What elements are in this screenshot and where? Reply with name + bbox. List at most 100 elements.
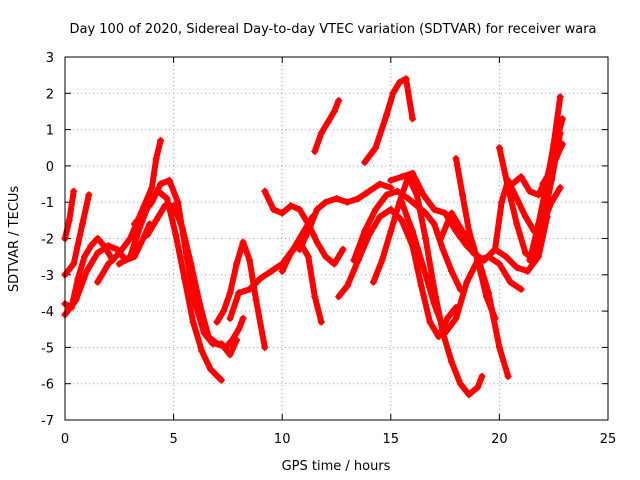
- y-tick-label: -4: [41, 305, 54, 320]
- data-point-marker: [139, 209, 147, 217]
- data-point-marker: [198, 347, 206, 355]
- series-trace: [279, 239, 325, 325]
- data-point-marker: [393, 187, 401, 195]
- series-track-13: [296, 180, 395, 253]
- data-point-marker: [178, 224, 186, 232]
- data-point-marker: [70, 187, 78, 195]
- data-point-marker: [448, 358, 456, 366]
- data-point-marker: [430, 300, 438, 308]
- data-point-marker: [498, 198, 506, 206]
- plot-frame: [64, 56, 609, 421]
- data-layer: [61, 75, 566, 399]
- data-point-marker: [322, 253, 330, 261]
- data-point-marker: [126, 235, 134, 242]
- data-point-marker: [413, 191, 421, 199]
- data-point-marker: [220, 307, 228, 315]
- data-point-marker: [278, 209, 286, 217]
- data-point-marker: [539, 180, 547, 188]
- series-trace: [62, 188, 77, 242]
- series-track-17: [361, 75, 416, 166]
- data-point-marker: [333, 195, 340, 203]
- data-point-marker: [524, 267, 532, 275]
- data-point-marker: [335, 97, 343, 105]
- data-point-marker: [157, 137, 165, 144]
- y-tick-label: -7: [41, 414, 54, 429]
- series-track-15: [335, 206, 460, 340]
- series-track-22: [452, 155, 499, 322]
- data-point-marker: [441, 329, 449, 337]
- data-point-marker: [87, 242, 95, 250]
- x-tick-label: 25: [600, 432, 617, 447]
- data-point-marker: [239, 238, 247, 246]
- data-point-marker: [311, 293, 319, 301]
- series-trace: [116, 188, 225, 384]
- data-point-marker: [491, 245, 499, 253]
- data-point-marker: [343, 282, 351, 290]
- data-point-marker: [213, 318, 221, 326]
- data-point-marker: [172, 231, 180, 239]
- y-tick-label: -5: [41, 341, 54, 356]
- data-point-marker: [317, 318, 325, 326]
- data-point-marker: [152, 155, 160, 163]
- data-point-marker: [137, 220, 145, 228]
- data-point-marker: [452, 155, 460, 163]
- data-point-marker: [474, 256, 482, 264]
- data-point-marker: [378, 256, 386, 264]
- data-point-marker: [480, 256, 488, 264]
- data-point-marker: [287, 202, 295, 210]
- series-track-12: [278, 238, 325, 326]
- data-point-marker: [246, 285, 254, 293]
- data-point-marker: [402, 75, 410, 83]
- series-trace: [398, 199, 525, 336]
- data-point-marker: [482, 293, 490, 301]
- data-point-marker: [526, 256, 534, 264]
- data-point-marker: [452, 227, 460, 235]
- data-point-marker: [437, 235, 445, 242]
- data-point-marker: [144, 231, 151, 239]
- y-tick-label: -1: [41, 196, 54, 211]
- data-point-marker: [330, 260, 338, 268]
- data-point-marker: [330, 107, 338, 115]
- data-point-marker: [558, 140, 566, 148]
- chart-title: Day 100 of 2020, Sidereal Day-to-day VTE…: [69, 22, 596, 37]
- series-track-10: [226, 213, 317, 322]
- data-point-marker: [81, 253, 88, 261]
- data-point-marker: [246, 256, 254, 264]
- data-point-marker: [389, 89, 397, 97]
- data-point-marker: [552, 155, 560, 163]
- data-point-marker: [94, 278, 102, 286]
- data-point-marker: [522, 249, 529, 257]
- series-trace: [261, 188, 346, 267]
- data-point-marker: [226, 351, 234, 359]
- data-point-marker: [463, 278, 471, 286]
- data-point-marker: [115, 249, 123, 257]
- data-point-marker: [170, 202, 178, 210]
- data-point-marker: [504, 184, 512, 192]
- data-point-marker: [72, 296, 80, 304]
- data-point-marker: [409, 227, 416, 235]
- x-tick-label: 15: [383, 432, 400, 447]
- data-point-marker: [361, 227, 369, 235]
- data-point-marker: [506, 278, 514, 286]
- data-point-marker: [304, 227, 312, 235]
- data-point-marker: [235, 325, 243, 333]
- data-point-marker: [85, 191, 93, 199]
- data-point-marker: [313, 238, 321, 246]
- series-trace: [350, 188, 464, 293]
- data-point-marker: [148, 184, 156, 192]
- data-point-marker: [104, 260, 112, 268]
- x-tick-label: 0: [61, 432, 69, 447]
- series-track-2: [61, 187, 78, 242]
- y-axis-label: SDTVAR / TECUs: [7, 186, 22, 293]
- data-point-marker: [322, 198, 330, 206]
- data-point-marker: [474, 383, 482, 391]
- data-point-marker: [387, 227, 395, 235]
- data-point-marker: [545, 169, 553, 177]
- data-point-marker: [550, 140, 558, 148]
- data-point-marker: [513, 195, 521, 203]
- data-point-marker: [317, 129, 325, 137]
- data-point-marker: [165, 176, 173, 184]
- data-point-marker: [204, 333, 212, 340]
- data-point-marker: [452, 314, 460, 322]
